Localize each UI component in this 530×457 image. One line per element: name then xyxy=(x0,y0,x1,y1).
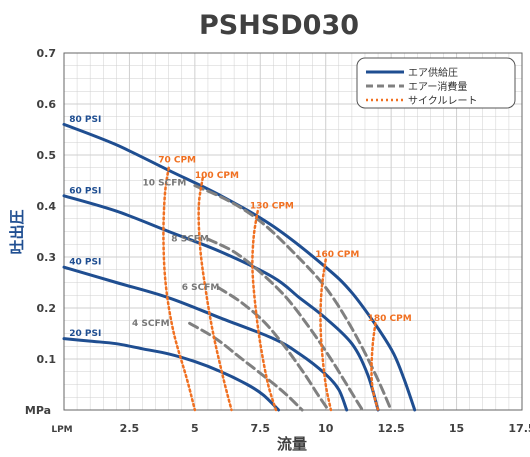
series-line-air-pressure xyxy=(62,122,417,412)
series-label: 60 PSI xyxy=(69,186,101,196)
series-line-air-pressure xyxy=(62,265,349,412)
series-line-cycle-rate xyxy=(370,322,380,412)
series-label: 10 SCFM xyxy=(143,179,187,189)
series-label: 160 CPM xyxy=(315,250,359,260)
plot-frame xyxy=(63,52,523,411)
series-label: 80 PSI xyxy=(69,115,101,125)
y-tick-label: 0.1 xyxy=(37,353,57,366)
legend-label-cycle-rate: サイクルレート xyxy=(408,95,478,107)
y-tick-label: 0.3 xyxy=(37,251,57,264)
series-line-cycle-rate xyxy=(162,166,197,412)
series-label: 4 SCFM xyxy=(132,319,170,329)
legend-label-air-consumption: エアー消費量 xyxy=(408,80,467,93)
y-tick-label: 0.5 xyxy=(37,149,57,162)
y-tick-label: 0.2 xyxy=(37,302,57,315)
series-label: 6 SCFM xyxy=(182,283,220,293)
x-axis-ticks: 2.5 5 7.5 10 12.5 15 17.5 xyxy=(120,422,530,435)
x-axis-title: 流量 xyxy=(277,435,307,453)
series-line-air-consumption xyxy=(193,184,393,412)
series-line-cycle-rate xyxy=(319,258,333,412)
y-unit-label: MPa xyxy=(25,404,51,417)
y-tick-label: 0.7 xyxy=(37,47,57,60)
x-tick-label: 12.5 xyxy=(378,422,405,435)
series-label: 20 PSI xyxy=(69,329,101,339)
x-tick-label: 5 xyxy=(191,422,199,435)
y-axis-title: 吐出圧 xyxy=(8,209,26,254)
x-tick-label: 7.5 xyxy=(251,422,271,435)
series-label: 180 CPM xyxy=(368,314,412,324)
series-line-air-pressure xyxy=(62,194,380,412)
series-line-air-consumption xyxy=(206,237,364,412)
y-tick-label: 0.4 xyxy=(37,200,57,213)
x-tick-label: 17.5 xyxy=(508,422,530,435)
series-label: 40 PSI xyxy=(69,258,101,268)
series-line-air-pressure xyxy=(62,337,281,412)
series-line-cycle-rate xyxy=(197,176,233,412)
x-unit-label: LPM xyxy=(51,425,72,435)
x-tick-label: 2.5 xyxy=(120,422,140,435)
legend-label-air-pressure: エア供給圧 xyxy=(408,66,458,79)
series-label: 100 CPM xyxy=(195,171,239,181)
series-label: 8 SCFM xyxy=(171,235,209,245)
series-line-cycle-rate xyxy=(251,209,278,412)
chart-title: PSHSD030 xyxy=(199,10,359,41)
series-label: 130 CPM xyxy=(250,202,294,212)
y-tick-label: 0.6 xyxy=(37,98,57,111)
series-labels: 80 PSI 60 PSI 40 PSI 20 PSI 10 SCFM 8 SCFM 6 S… xyxy=(69,115,411,339)
series-label: 70 CPM xyxy=(158,156,196,166)
y-axis-ticks: 0.1 0.2 0.3 0.4 0.5 0.6 0.7 xyxy=(37,47,57,366)
series-layer xyxy=(62,122,417,412)
x-tick-label: 15 xyxy=(449,422,464,435)
x-tick-label: 10 xyxy=(318,422,334,435)
grid xyxy=(63,52,523,411)
series-line-air-consumption xyxy=(216,286,330,412)
legend: エア供給圧 エアー消費量 サイクルレート xyxy=(356,57,516,109)
